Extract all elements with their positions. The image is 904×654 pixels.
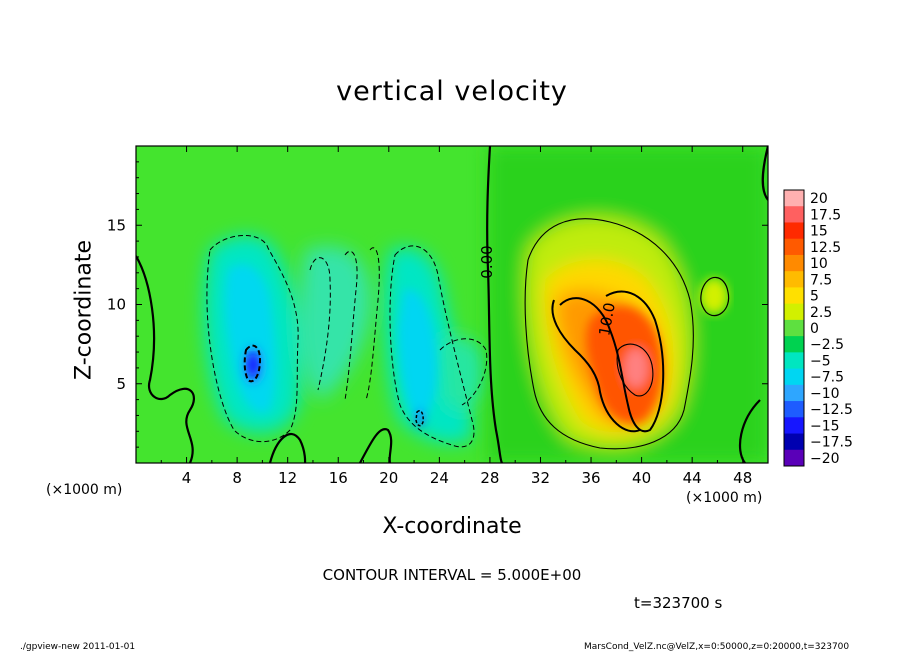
colorbar-label: 2.5 bbox=[810, 305, 832, 321]
colorbar: 2017.51512.5107.552.50−2.5−5−7.5−10−12.5… bbox=[783, 189, 853, 467]
x-unit-label-right: (×1000 m) bbox=[686, 490, 763, 506]
y-axis-label: Z-coordinate bbox=[71, 240, 97, 380]
x-unit-label-left: (×1000 m) bbox=[46, 482, 123, 498]
contour-label-ten: 10.0 bbox=[595, 301, 619, 337]
time-label: t=323700 s bbox=[634, 594, 723, 612]
contour-zero-left bbox=[136, 255, 195, 463]
footer-left: ./gpview-new 2011-01-01 bbox=[20, 642, 136, 652]
colorbar-label: 7.5 bbox=[810, 272, 832, 288]
colorbar-label: −17.5 bbox=[810, 435, 853, 451]
x-tick-label: 12 bbox=[278, 469, 297, 487]
colorbar-swatch bbox=[784, 368, 804, 386]
x-tick-label: 40 bbox=[632, 469, 651, 487]
x-tick-label: 44 bbox=[683, 469, 702, 487]
colorbar-label: 5 bbox=[810, 289, 819, 305]
x-tick-label: 48 bbox=[733, 469, 752, 487]
y-axis: 5 10 15 bbox=[107, 161, 768, 448]
colorbar-swatch bbox=[784, 352, 804, 370]
colorbar-swatch bbox=[784, 238, 804, 256]
contour-15 bbox=[616, 343, 654, 397]
colorbar-swatch bbox=[784, 190, 804, 207]
x-axis: 4 8 12 16 20 24 28 32 36 40 44 48 bbox=[160, 146, 752, 487]
x-tick-label: 32 bbox=[531, 469, 550, 487]
colorbar-swatch bbox=[784, 303, 804, 321]
contour-neg5-right bbox=[389, 245, 475, 448]
x-axis-label: X-coordinate bbox=[382, 514, 522, 539]
contour-zero-main bbox=[486, 146, 503, 463]
colorbar-swatch bbox=[784, 401, 804, 418]
contour-label-zero: 0.00 bbox=[478, 245, 496, 278]
colorbar-swatch bbox=[784, 287, 804, 305]
colorbar-swatch bbox=[784, 271, 804, 288]
heatmap-field bbox=[136, 146, 768, 463]
colorbar-label: −12.5 bbox=[810, 402, 853, 418]
x-tick-label: 20 bbox=[379, 469, 398, 487]
downdraft-left-core bbox=[225, 264, 276, 413]
downdraft-mid bbox=[300, 246, 371, 400]
contour-interval-text: CONTOUR INTERVAL = 5.000E+00 bbox=[322, 566, 582, 584]
colorbar-label: −20 bbox=[810, 451, 840, 467]
updraft-small-cell bbox=[700, 278, 728, 314]
colorbar-label: 17.5 bbox=[810, 207, 841, 223]
colorbar-label: −5 bbox=[810, 353, 831, 369]
colorbar-label: −15 bbox=[810, 418, 840, 434]
contour-neg10 bbox=[243, 344, 262, 383]
contour-5 bbox=[524, 218, 694, 450]
y-tick-label: 15 bbox=[107, 216, 126, 234]
x-tick-label: 36 bbox=[581, 469, 600, 487]
x-tick-label: 24 bbox=[430, 469, 449, 487]
colorbar-label: 12.5 bbox=[810, 240, 841, 256]
x-tick-label: 16 bbox=[329, 469, 348, 487]
colorbar-label: 15 bbox=[810, 224, 828, 240]
y-tick-label: 5 bbox=[116, 375, 126, 393]
colorbar-swatch bbox=[784, 384, 804, 402]
colorbar-swatch bbox=[784, 206, 804, 223]
colorbar-swatch bbox=[784, 222, 804, 240]
y-tick-label: 10 bbox=[107, 296, 126, 314]
colorbar-swatch bbox=[784, 417, 804, 435]
downdraft-right-core bbox=[398, 289, 437, 420]
colorbar-swatch bbox=[784, 254, 804, 272]
colorbar-swatch bbox=[784, 336, 804, 353]
colorbar-label: −10 bbox=[810, 386, 840, 402]
updraft-max bbox=[624, 348, 648, 388]
contour-neg5-left bbox=[206, 235, 299, 443]
colorbar-swatch bbox=[784, 319, 804, 337]
colorbar-label: 10 bbox=[810, 256, 828, 272]
colorbar-label: −7.5 bbox=[810, 370, 844, 386]
updraft-core bbox=[586, 306, 663, 424]
colorbar-frame bbox=[783, 189, 805, 467]
footer-right: MarsCond_VelZ.nc@VelZ,x=0:50000,z=0:2000… bbox=[584, 642, 850, 652]
colorbar-label: 0 bbox=[810, 321, 819, 337]
colorbar-swatch bbox=[784, 433, 804, 451]
colorbar-label: 20 bbox=[810, 191, 828, 207]
x-tick-label: 4 bbox=[182, 469, 192, 487]
colorbar-swatch bbox=[784, 449, 804, 467]
chart-title: vertical velocity bbox=[336, 76, 568, 107]
x-tick-label: 28 bbox=[480, 469, 499, 487]
colorbar-label: −2.5 bbox=[810, 337, 844, 353]
x-tick-label: 8 bbox=[232, 469, 242, 487]
